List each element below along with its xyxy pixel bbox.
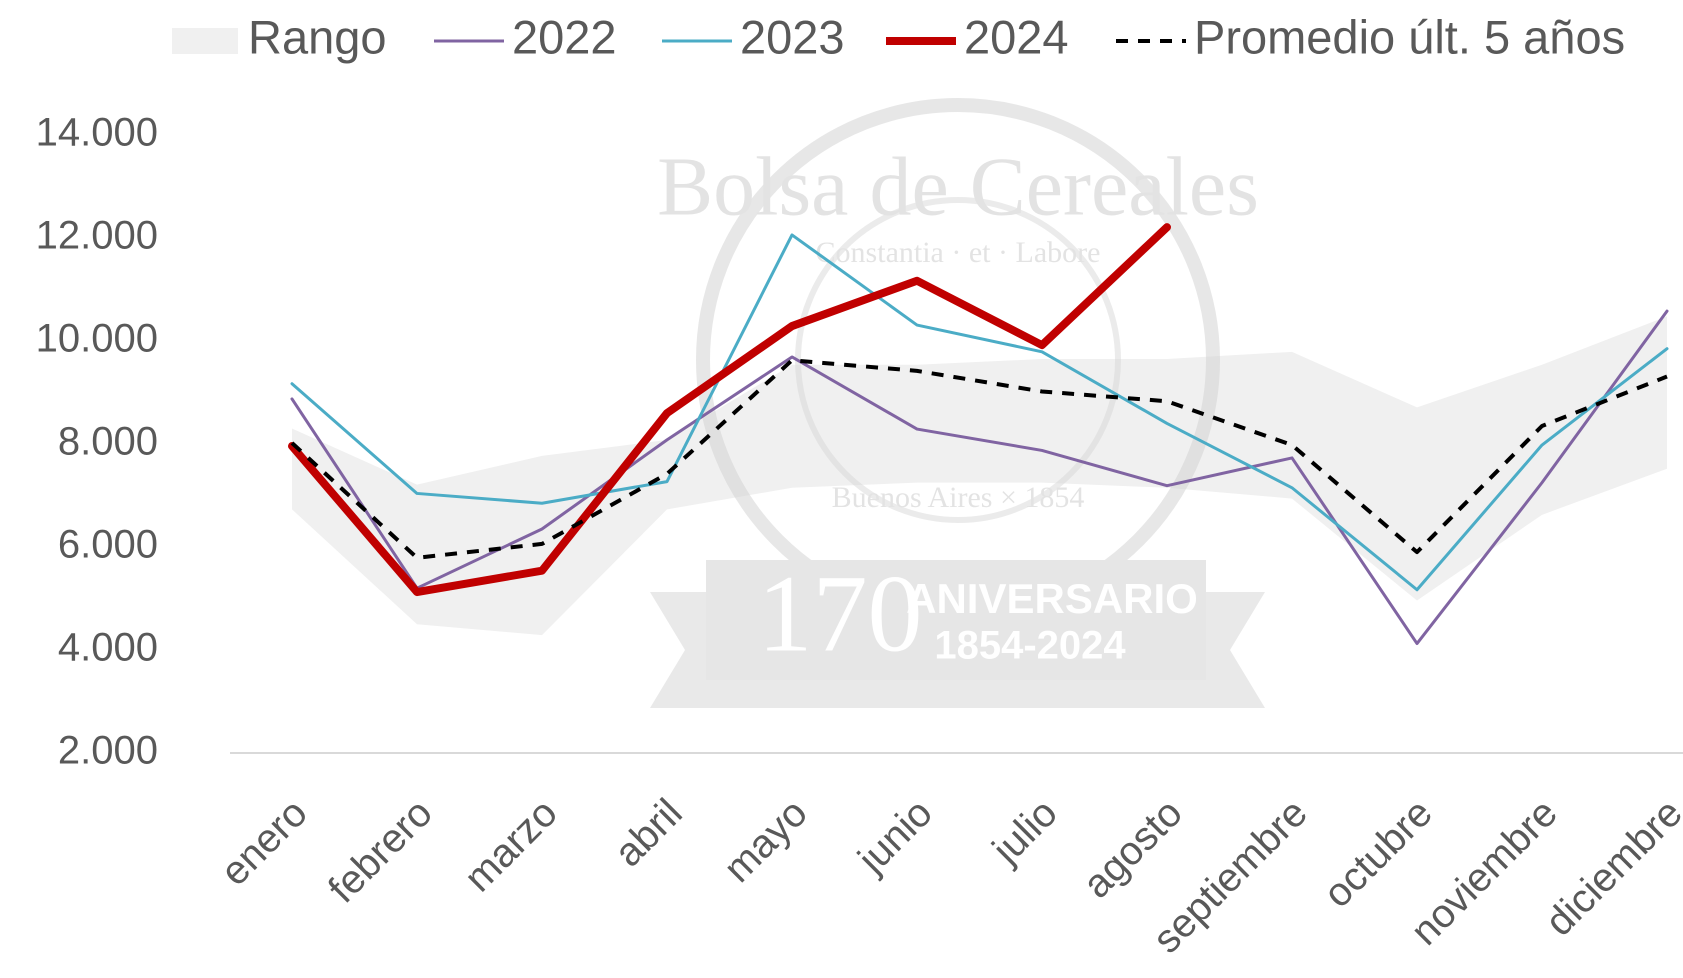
x-tick-label: junio [849,791,941,883]
x-tick-label: abril [606,791,691,876]
x-tick-label: enero [212,791,315,894]
watermark-event: ANIVERSARIO [906,575,1198,622]
legend-swatch [172,28,238,54]
x-tick-label: diciembre [1537,791,1683,945]
x-tick-label: marzo [456,791,566,901]
watermark-motto: Constantia · et · Labore [816,236,1101,269]
x-tick-label: febrero [320,791,441,912]
x-tick-label: mayo [716,791,816,891]
legend-label: 2024 [964,10,1069,63]
y-tick-label: 14.000 [36,111,158,155]
watermark-name: Bolsa de Cereales [657,140,1259,233]
y-tick-label: 4.000 [58,626,158,670]
legend-label: Promedio últ. 5 años [1194,10,1625,63]
legend-label: Rango [248,10,387,63]
watermark-place: Buenos Aires × 1854 [832,481,1085,514]
legend-label: 2022 [512,10,617,63]
y-tick-label: 12.000 [36,214,158,258]
y-tick-label: 6.000 [58,523,158,567]
x-tick-label: agosto [1075,791,1191,907]
watermark-number: 170 [758,552,923,674]
y-tick-label: 10.000 [36,317,158,361]
watermark-years: 1854-2024 [934,624,1126,668]
y-tick-label: 2.000 [58,729,158,773]
x-tick-label: julio [984,791,1066,873]
y-tick-label: 8.000 [58,420,158,464]
legend-label: 2023 [740,10,845,63]
chart: Bolsa de Cereales Constantia · et · Labo… [0,0,1683,978]
legend: Rango 2022 2023 2024 Promedio últ. 5 años [172,10,1625,63]
x-tick-label: octubre [1315,791,1440,916]
